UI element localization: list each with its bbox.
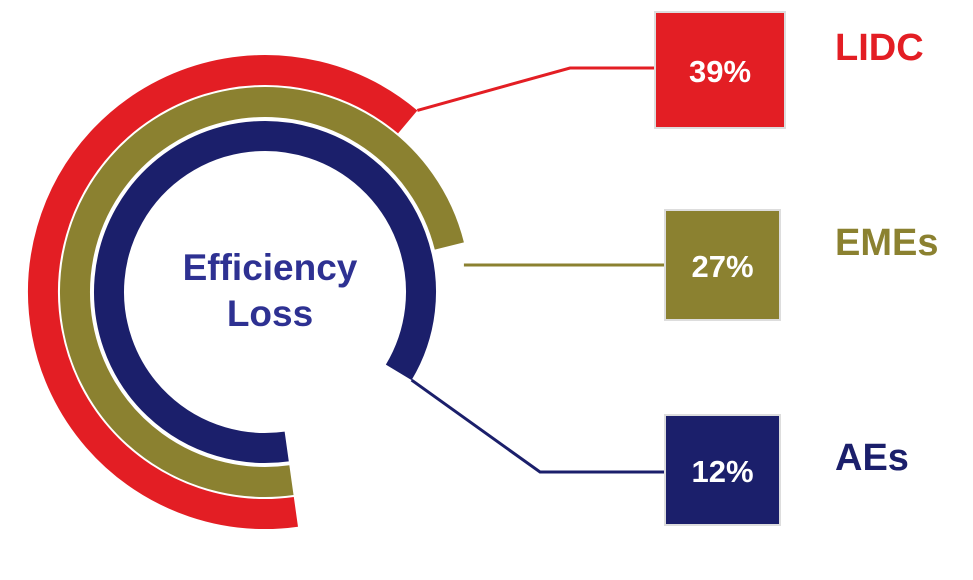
value-label: 27% xyxy=(691,249,753,284)
connector xyxy=(416,66,655,112)
value-box xyxy=(664,414,781,526)
category-label: EMEs xyxy=(835,222,938,264)
category-label: AEs xyxy=(835,437,909,479)
value-label: 39% xyxy=(689,54,751,89)
connector xyxy=(410,378,665,474)
category-label: LIDC xyxy=(835,27,924,69)
value-label: 12% xyxy=(691,454,753,489)
arc-bar xyxy=(94,121,436,463)
arc-bar xyxy=(60,87,464,497)
value-box xyxy=(654,11,786,129)
value-box xyxy=(664,209,781,321)
center-label: Efficiency Loss xyxy=(182,247,358,335)
arc-bar xyxy=(28,55,418,529)
